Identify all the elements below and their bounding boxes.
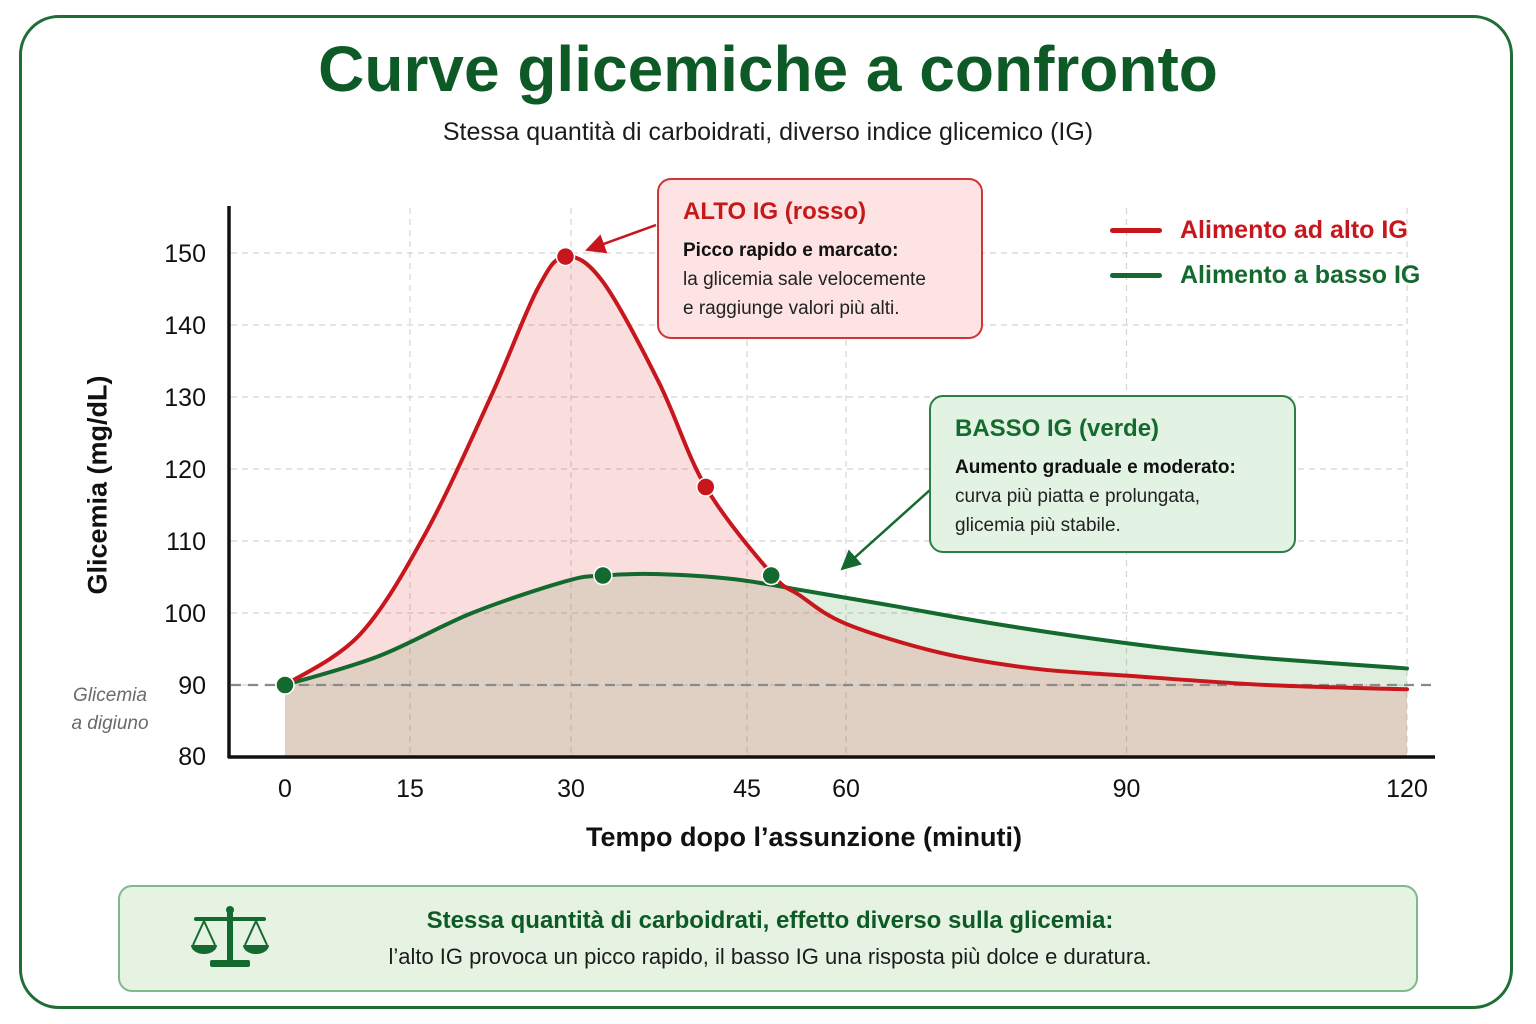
series-areas <box>285 256 1407 756</box>
x-axis-label: Tempo dopo l’assunzione (minuti) <box>586 822 1022 852</box>
page-title: Curve glicemiche a confronto <box>318 33 1218 105</box>
x-tick-label: 15 <box>396 775 424 803</box>
legend-item-high: Alimento ad alto IG <box>1110 208 1420 253</box>
marker-high-ig <box>696 477 716 497</box>
balance-scale-icon <box>191 906 269 967</box>
callout-low-line1: curva più piatta e prolungata, <box>955 486 1201 507</box>
callout-high-lead: Picco rapido e marcato: <box>683 240 899 261</box>
x-tick-label: 45 <box>733 775 761 803</box>
chart-legend: Alimento ad alto IG Alimento a basso IG <box>1110 208 1420 298</box>
callout-high-ig: ALTO IG (rosso) Picco rapido e marcato: … <box>657 178 983 339</box>
page-subtitle: Stessa quantità di carboidrati, diverso … <box>442 118 1094 146</box>
callout-high-line2: e raggiunge valori più alti. <box>683 298 900 319</box>
area-low-ig <box>285 573 1407 756</box>
marker-low-ig <box>275 675 295 695</box>
axes <box>227 206 1435 759</box>
callout-low-ig: BASSO IG (verde) Aumento graduale e mode… <box>929 395 1296 553</box>
marker-high-ig <box>555 246 576 267</box>
callout-low-lead: Aumento graduale e moderato: <box>955 457 1236 478</box>
legend-swatch-low <box>1110 273 1162 278</box>
x-tick-label: 0 <box>278 775 292 803</box>
tick-labels: 80 90 100 110 120 130 140 150 0 15 30 45 60 90 120 <box>164 240 1428 803</box>
callout-high-arrow <box>585 223 657 254</box>
y-tick-label: 110 <box>166 528 206 556</box>
summary-title: Stessa quantità di carboidrati, effetto … <box>426 907 1114 934</box>
callout-low-title: BASSO IG (verde) <box>955 415 1160 442</box>
callout-low-line2: glicemia più stabile. <box>955 515 1121 536</box>
legend-swatch-high <box>1110 228 1162 233</box>
fasting-baseline-label: Glicemia a digiuno <box>58 682 162 738</box>
y-tick-label: 130 <box>164 384 206 412</box>
y-tick-label: 150 <box>164 240 206 268</box>
callout-high-line1: la glicemia sale velocemente <box>683 269 926 290</box>
callout-low-arrow <box>840 489 931 571</box>
callout-high-title: ALTO IG (rosso) <box>683 198 867 225</box>
summary-box: Stessa quantità di carboidrati, effetto … <box>118 885 1418 992</box>
marker-low-ig <box>593 565 613 586</box>
x-tick-label: 30 <box>557 775 585 803</box>
line-low-ig <box>283 571 1409 687</box>
x-tick-label: 60 <box>832 775 860 803</box>
y-tick-label: 100 <box>164 600 206 628</box>
y-axis-label: Glicemia (mg/dL) <box>82 375 113 595</box>
fasting-label-line1: Glicemia <box>73 685 147 706</box>
legend-label-high: Alimento ad alto IG <box>1180 216 1408 244</box>
y-tick-label: 120 <box>164 456 206 484</box>
series-markers <box>275 246 781 695</box>
area-high-ig <box>285 256 1407 756</box>
marker-low-ig <box>761 565 781 586</box>
y-tick-label: 140 <box>164 312 206 340</box>
y-tick-label: 90 <box>178 672 206 700</box>
x-tick-label: 90 <box>1113 775 1141 803</box>
fasting-label-line2: a digiuno <box>71 713 149 734</box>
summary-text: l’alto IG provoca un picco rapido, il ba… <box>388 944 1152 969</box>
y-tick-label: 80 <box>178 743 206 771</box>
legend-item-low: Alimento a basso IG <box>1110 253 1420 298</box>
x-tick-label: 120 <box>1386 775 1428 803</box>
legend-label-low: Alimento a basso IG <box>1180 261 1421 289</box>
